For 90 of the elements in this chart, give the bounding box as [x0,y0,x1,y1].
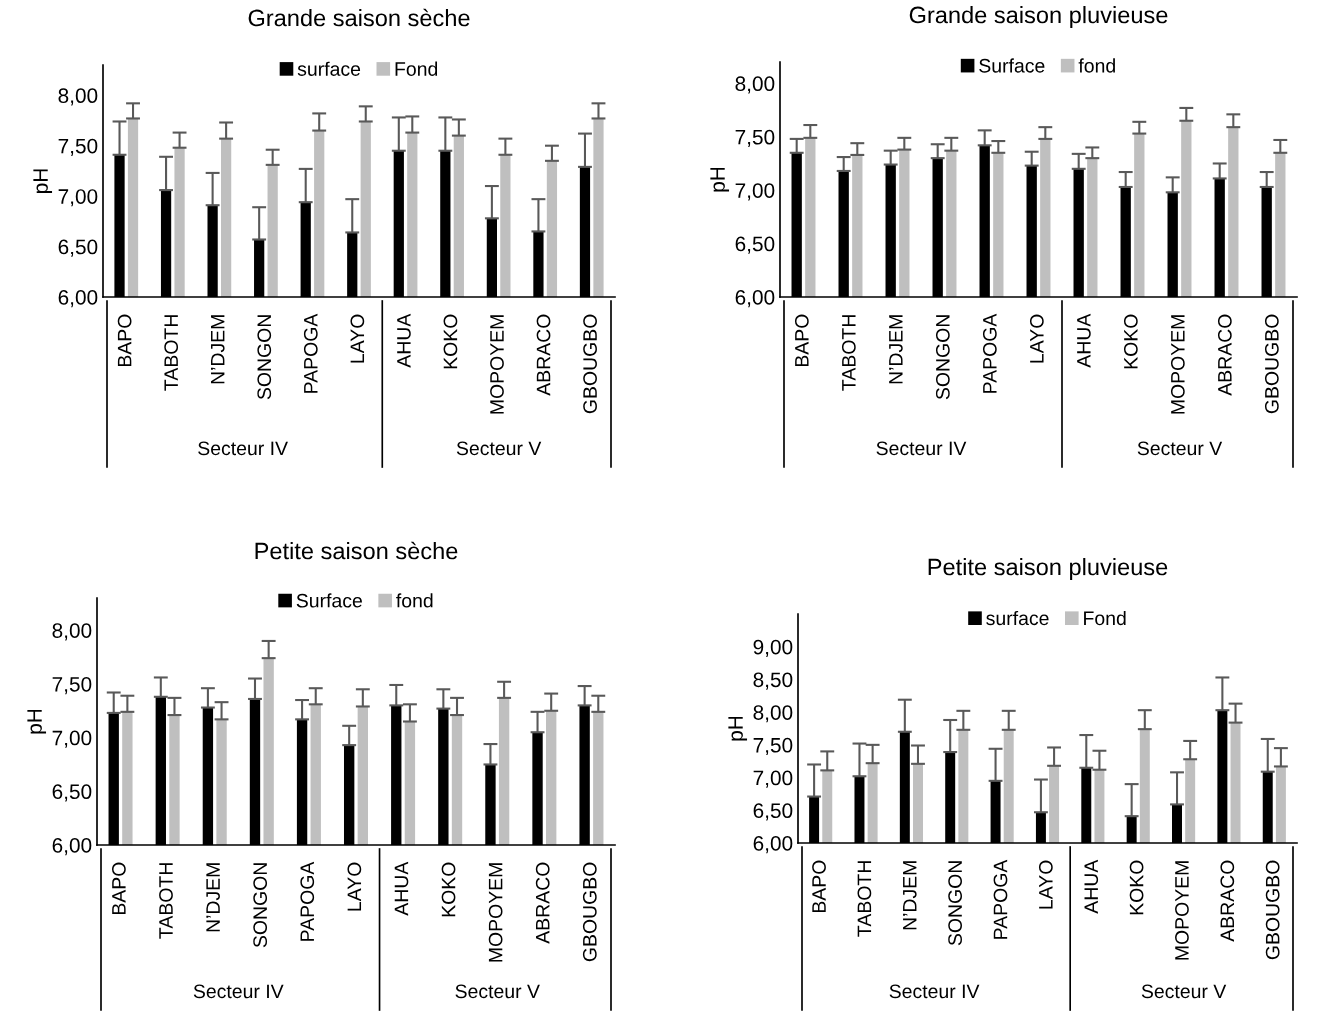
x-tick-label: N’DJEM [211,315,225,384]
y-tick-label: 6,50 [52,784,92,802]
chart-title: Petite saison sèche [255,541,458,560]
x-tick-label: N’DJEM [206,863,220,932]
x-tick-label: LAYO [350,314,365,363]
x-tick-label: BAPO [812,860,826,913]
x-tick-label: TABOTH [159,863,173,939]
y-tick-label: 8,00 [753,705,793,723]
x-tick-label: KOKO [1123,314,1138,369]
x-tick-label: GBOUGBO [582,862,597,962]
y-axis-title: pH [27,709,47,734]
x-tick-label: LAYO [1029,314,1044,363]
y-tick-label: 7,00 [735,183,775,201]
x-tick-label: BAPO [117,314,132,367]
x-tick-label: MOPOYEM [1170,315,1185,414]
x-tick-label: AHUA [394,861,409,916]
y-tick-label: 6,50 [735,236,775,254]
text: Secteur V [455,984,540,999]
x-tick-label: AHUA [397,313,411,368]
y-tick-label: 6,00 [52,838,92,856]
x-tick-label: MOPOYEM [1175,861,1189,960]
text: Secteur IV [193,984,284,999]
x-tick-label: ABRACO [1217,314,1232,396]
x-tick-label: ABRACO [1220,860,1235,942]
y-tick-label: 9,00 [753,639,793,657]
x-tick-label: LAYO [347,862,362,911]
y-tick-label: 7,00 [58,189,98,207]
y-tick-label: 6,50 [753,803,793,821]
text: Secteur V [456,441,542,456]
x-tick-label: KOKO [441,862,456,917]
x-tick-label: TABOTH [841,315,856,391]
x-tick-label: AHUA [1084,859,1099,914]
y-tick-label: 8,00 [58,88,98,106]
y-tick-label: 8,50 [753,672,793,690]
y-axis-title: pH [728,716,748,741]
text: Secteur V [1137,441,1223,456]
x-tick-label: ABRACO [536,314,551,396]
x-tick-label: SONGON [257,315,272,400]
x-tick-label: GBOUGBO [583,314,597,414]
y-tick-label: 7,50 [735,129,775,147]
y-tick-label: 7,00 [52,730,92,748]
text: Secteur IV [876,441,967,456]
y-axis-title: pH [33,169,53,193]
x-tick-label: TABOTH [164,315,179,391]
x-tick-label: TABOTH [857,861,872,937]
x-tick-label: N’DJEM [889,315,903,384]
x-tick-label: PAPOGA [982,313,997,393]
x-tick-label: KOKO [1129,860,1144,915]
y-tick-label: 6,00 [753,836,793,854]
legend-label: Fond [395,61,438,76]
x-tick-label: SONGON [935,315,950,400]
x-tick-label: KOKO [443,314,458,369]
y-tick-label: 7,50 [52,676,92,695]
x-tick-label: PAPOGA [993,859,1008,939]
x-tick-label: SONGON [948,861,962,946]
y-tick-label: 7,00 [753,770,793,788]
x-tick-label: GBOUGBO [1264,314,1279,414]
y-tick-label: 8,00 [735,76,775,94]
legend-label: fond [396,593,433,608]
y-axis-title: pH [710,167,730,192]
text: Secteur V [1141,984,1227,999]
legend-label: surface [986,610,1049,626]
y-tick-label: 6,50 [58,239,98,257]
legend-label: Fond [1084,610,1126,626]
x-tick-label: SONGON [253,863,268,948]
x-tick-label: N’DJEM [903,861,917,930]
x-tick-label: MOPOYEM [490,315,504,414]
legend-label: surface [297,61,361,76]
y-tick-label: 8,00 [52,623,92,641]
x-tick-label: ABRACO [535,862,550,944]
chart-title: Grande saison sèche [248,8,470,27]
x-tick-label: MOPOYEM [488,863,503,962]
x-tick-label: BAPO [112,862,126,915]
y-tick-label: 7,50 [58,138,98,156]
y-tick-label: 7,50 [753,737,793,756]
chart-title: Grande saison pluvieuse [909,6,1168,29]
legend-label: Surface [979,58,1045,73]
x-tick-label: PAPOGA [300,861,315,941]
x-tick-label: AHUA [1077,313,1091,368]
x-tick-label: PAPOGA [303,313,318,393]
x-tick-label: LAYO [1038,860,1053,909]
text: Secteur IV [889,984,980,999]
chart-title: Petite saison pluvieuse [928,558,1168,581]
text: Secteur IV [198,441,288,456]
legend-label: fond [1078,58,1115,73]
y-tick-label: 6,00 [58,290,98,308]
legend-label: Surface [296,593,362,608]
x-tick-label: GBOUGBO [1265,860,1280,960]
y-tick-label: 6,00 [735,290,775,308]
x-tick-label: BAPO [794,314,809,367]
